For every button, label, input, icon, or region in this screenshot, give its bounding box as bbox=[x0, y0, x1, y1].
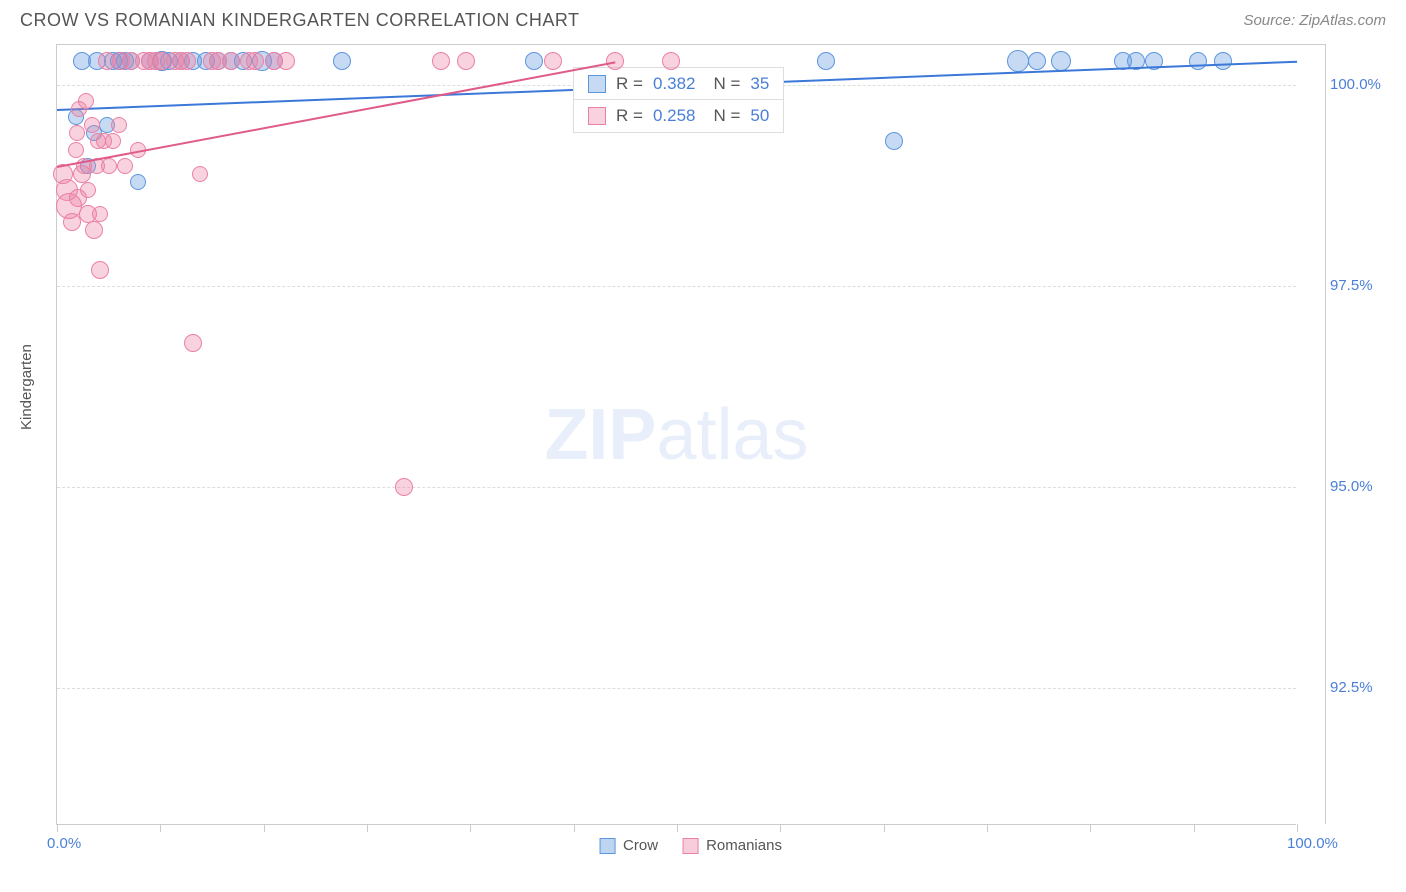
x-tick bbox=[1090, 824, 1091, 832]
data-point bbox=[1214, 52, 1232, 70]
data-point bbox=[178, 52, 196, 70]
data-point bbox=[80, 182, 96, 198]
stats-n-value: 50 bbox=[750, 106, 769, 126]
data-point bbox=[84, 117, 100, 133]
data-point bbox=[192, 166, 208, 182]
data-point bbox=[544, 52, 562, 70]
stats-n-value: 35 bbox=[750, 74, 769, 94]
data-point bbox=[69, 125, 85, 141]
data-point bbox=[457, 52, 475, 70]
legend-item: Crow bbox=[599, 837, 658, 854]
x-tick bbox=[57, 824, 58, 832]
x-tick bbox=[780, 824, 781, 832]
data-point bbox=[1028, 52, 1046, 70]
x-tick-label: 0.0% bbox=[47, 835, 81, 852]
data-point bbox=[68, 142, 84, 158]
data-point bbox=[817, 52, 835, 70]
data-point bbox=[101, 158, 117, 174]
data-point bbox=[1007, 50, 1029, 72]
stats-swatch bbox=[588, 75, 606, 93]
y-tick-label: 97.5% bbox=[1330, 277, 1385, 294]
gridline bbox=[57, 688, 1296, 689]
stats-r-value: 0.382 bbox=[653, 74, 696, 94]
data-point bbox=[333, 52, 351, 70]
stats-n-label: N = bbox=[713, 74, 740, 94]
x-tick-label: 100.0% bbox=[1287, 835, 1338, 852]
data-point bbox=[222, 52, 240, 70]
x-tick bbox=[677, 824, 678, 832]
data-point bbox=[184, 334, 202, 352]
stats-r-value: 0.258 bbox=[653, 106, 696, 126]
legend-label: Crow bbox=[623, 837, 658, 854]
source-attribution: Source: ZipAtlas.com bbox=[1243, 12, 1386, 29]
x-tick bbox=[987, 824, 988, 832]
data-point bbox=[606, 52, 624, 70]
x-tick bbox=[367, 824, 368, 832]
legend-swatch bbox=[599, 838, 615, 854]
data-point bbox=[105, 133, 121, 149]
data-point bbox=[246, 52, 264, 70]
y-tick-label: 100.0% bbox=[1330, 76, 1385, 93]
gridline bbox=[57, 487, 1296, 488]
gridline bbox=[57, 286, 1296, 287]
x-tick bbox=[574, 824, 575, 832]
chart-title: CROW VS ROMANIAN KINDERGARTEN CORRELATIO… bbox=[20, 10, 580, 31]
legend-swatch bbox=[682, 838, 698, 854]
x-tick bbox=[160, 824, 161, 832]
data-point bbox=[395, 478, 413, 496]
chart-container: ZIPatlas 0.0%100.0%R =0.382N =35R =0.258… bbox=[56, 44, 1326, 824]
data-point bbox=[92, 206, 108, 222]
watermark: ZIPatlas bbox=[544, 394, 808, 476]
data-point bbox=[78, 93, 94, 109]
stats-r-label: R = bbox=[616, 106, 643, 126]
trend-line bbox=[57, 61, 615, 168]
x-tick bbox=[1194, 824, 1195, 832]
data-point bbox=[117, 158, 133, 174]
y-axis-label: Kindergarten bbox=[18, 344, 35, 430]
legend: Crow Romanians bbox=[599, 837, 782, 854]
x-tick bbox=[264, 824, 265, 832]
plot-area: ZIPatlas 0.0%100.0%R =0.382N =35R =0.258… bbox=[56, 45, 1296, 825]
data-point bbox=[1189, 52, 1207, 70]
data-point bbox=[1051, 51, 1071, 71]
x-tick bbox=[470, 824, 471, 832]
data-point bbox=[432, 52, 450, 70]
legend-item: Romanians bbox=[682, 837, 782, 854]
legend-label: Romanians bbox=[706, 837, 782, 854]
stats-box: R = 0.382 N = 35 bbox=[573, 67, 784, 101]
data-point bbox=[130, 174, 146, 190]
stats-box: R = 0.258 N = 50 bbox=[573, 99, 784, 133]
x-tick bbox=[1297, 824, 1298, 832]
data-point bbox=[277, 52, 295, 70]
y-tick-label: 95.0% bbox=[1330, 478, 1385, 495]
data-point bbox=[91, 261, 109, 279]
stats-n-label: N = bbox=[713, 106, 740, 126]
stats-swatch bbox=[588, 107, 606, 125]
data-point bbox=[885, 132, 903, 150]
data-point bbox=[662, 52, 680, 70]
x-tick bbox=[884, 824, 885, 832]
y-tick-label: 92.5% bbox=[1330, 679, 1385, 696]
data-point bbox=[525, 52, 543, 70]
stats-r-label: R = bbox=[616, 74, 643, 94]
data-point bbox=[85, 221, 103, 239]
data-point bbox=[111, 117, 127, 133]
